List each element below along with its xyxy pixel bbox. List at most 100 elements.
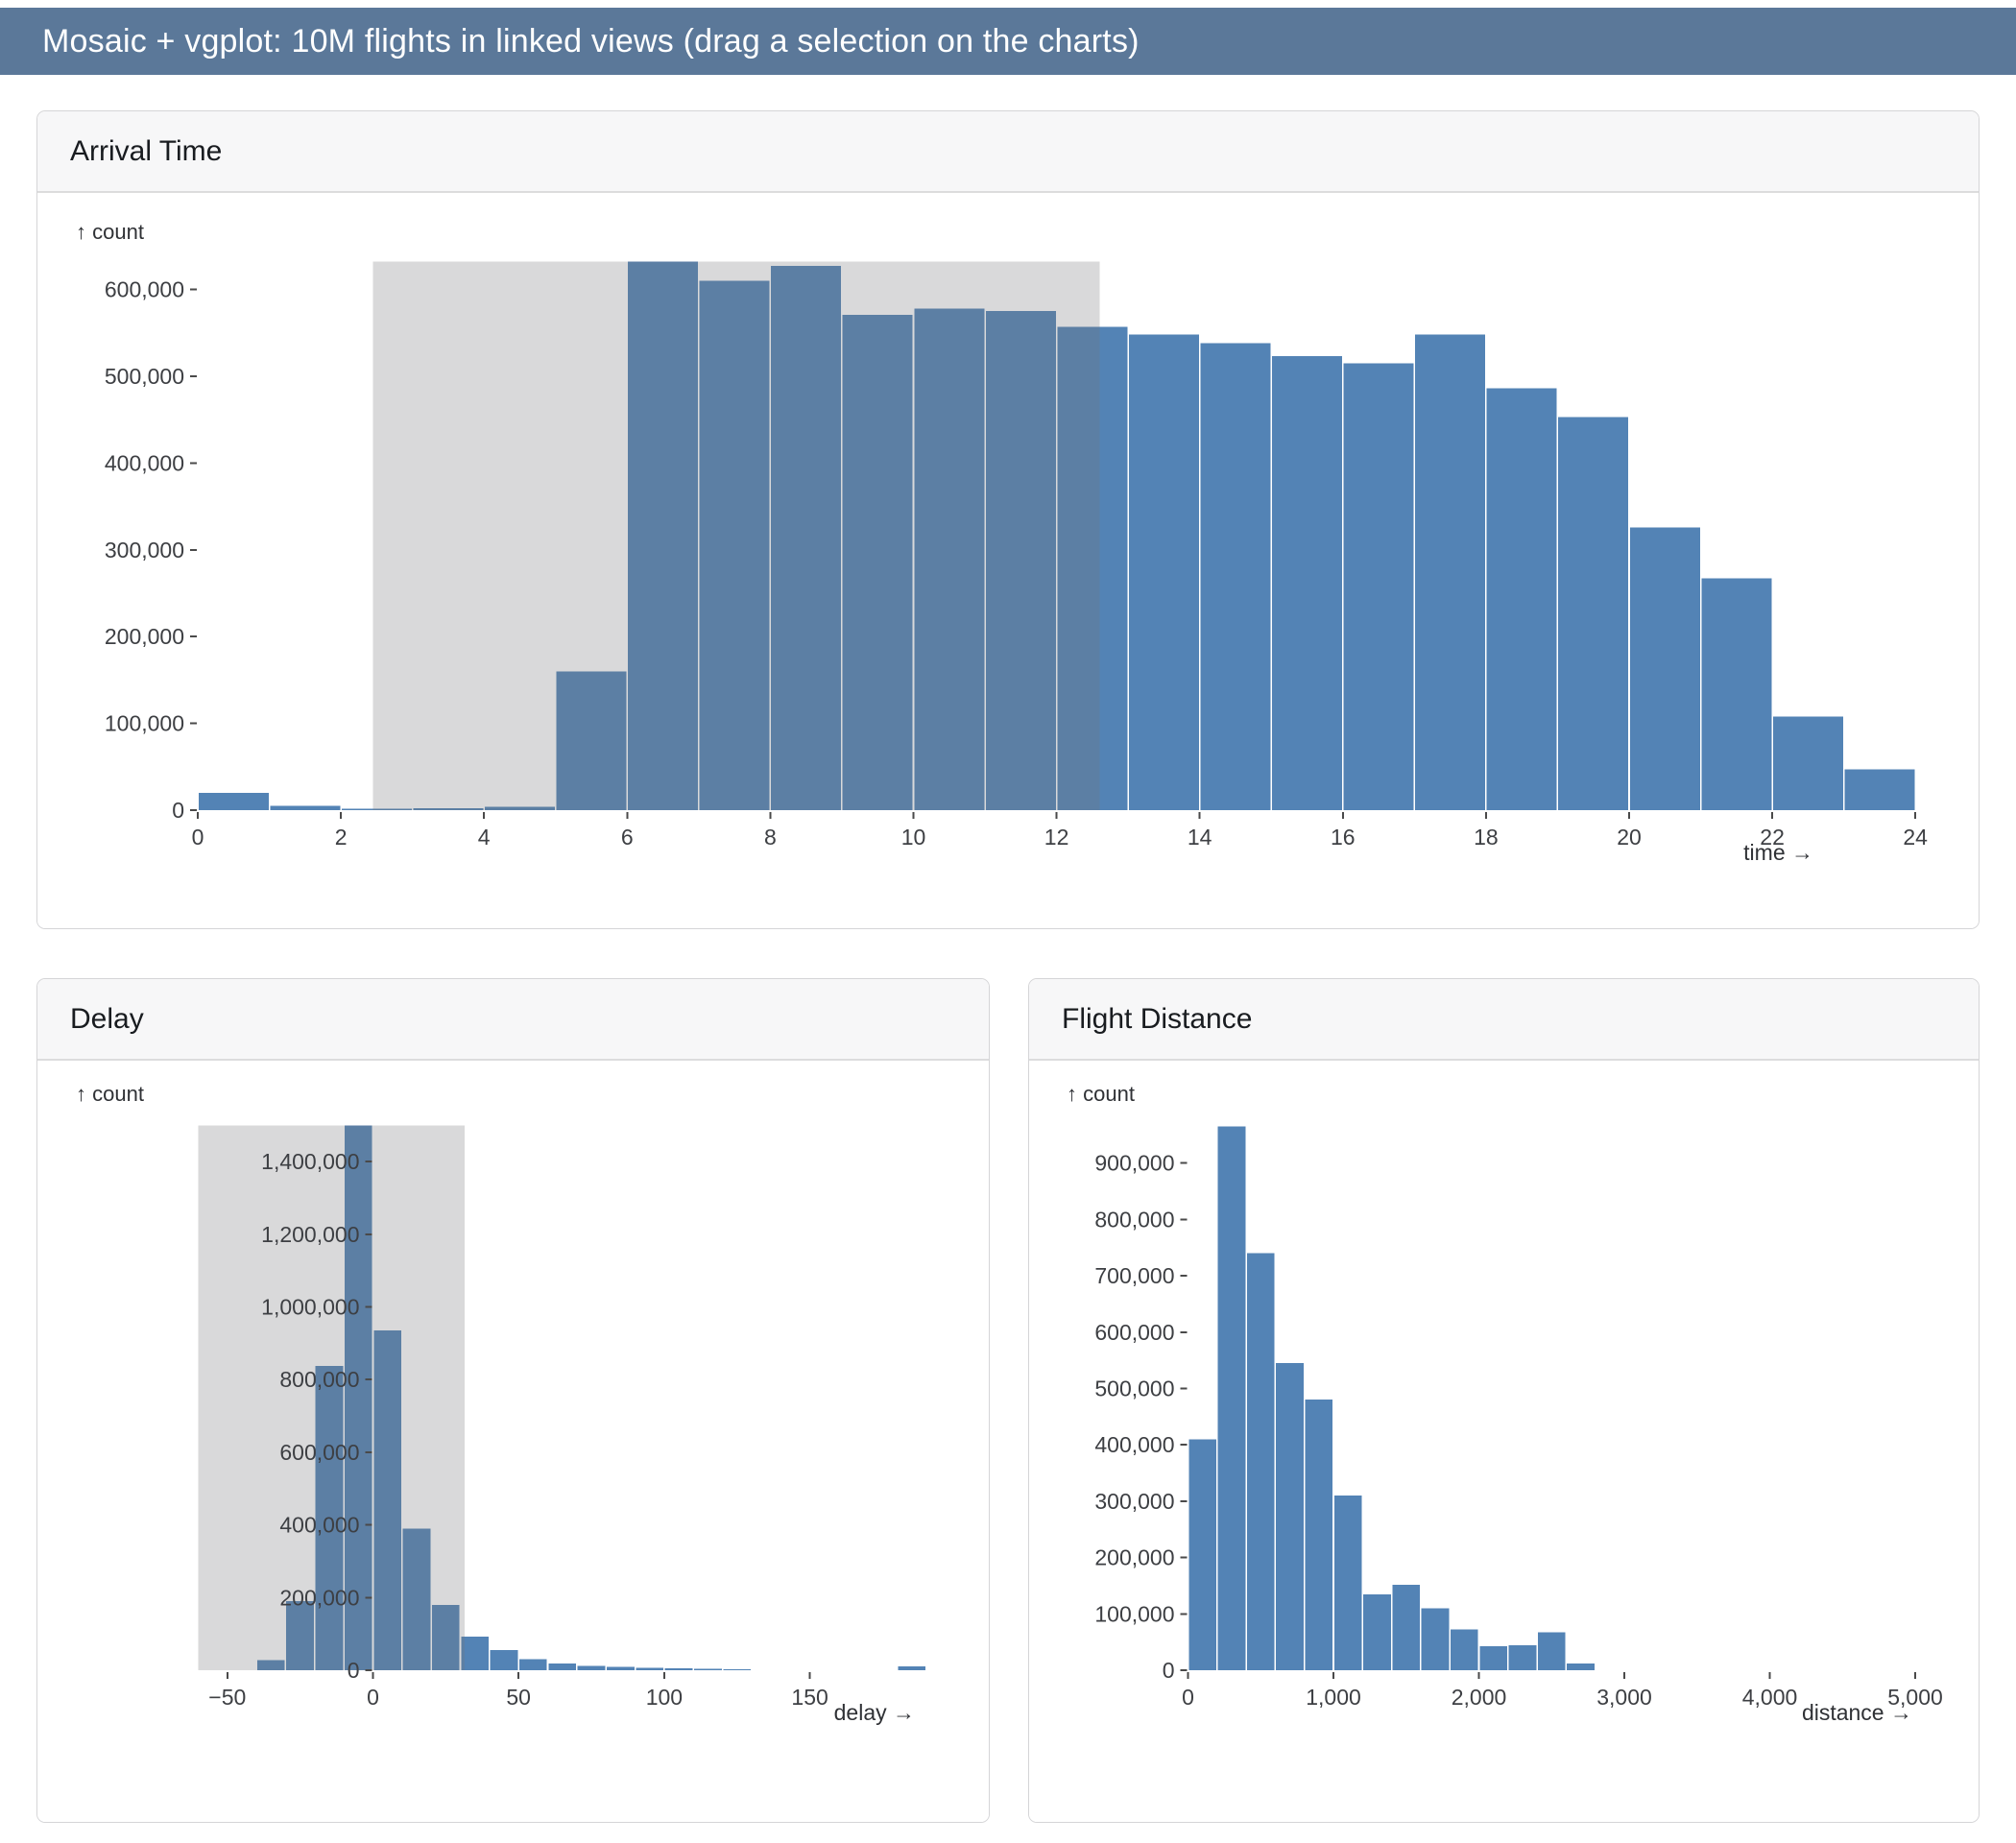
y-tick-label: 200,000: [1094, 1545, 1174, 1570]
histogram-bar: [628, 261, 698, 810]
histogram-bar: [1450, 1629, 1478, 1670]
x-tick-label: 14: [1188, 825, 1212, 850]
histogram-bar: [607, 1666, 635, 1670]
y-tick-label: 400,000: [105, 450, 184, 475]
y-tick-label: 700,000: [1094, 1263, 1174, 1288]
bottom-row: Delay 0 200,000 400,000 600,000 800,000 1,000…: [36, 978, 1980, 1823]
histogram-bar: [1567, 1663, 1595, 1670]
x-tick-label: 16: [1331, 825, 1356, 850]
y-tick-label: 1,200,000: [261, 1222, 359, 1247]
x-tick-label: 20: [1617, 825, 1642, 850]
y-tick-label: 0: [1163, 1658, 1175, 1683]
delay-panel-body: 0 200,000 400,000 600,000 800,000 1,000,000 1,…: [37, 1061, 989, 1822]
histogram-bar: [484, 806, 555, 810]
histogram-bar: [985, 311, 1056, 810]
y-tick-label: 800,000: [279, 1367, 359, 1392]
histogram-bar: [1415, 334, 1486, 810]
histogram-bar: [1276, 1363, 1304, 1670]
histogram-bar: [1508, 1645, 1537, 1670]
y-tick-label: 600,000: [1094, 1320, 1174, 1345]
histogram-bar: [1200, 343, 1271, 810]
card-title-flight-distance: Flight Distance: [1062, 1002, 1253, 1035]
y-tick-label: 500,000: [1094, 1376, 1174, 1401]
bars: [256, 1125, 926, 1671]
histogram-bar: [256, 1660, 285, 1670]
flight-distance-panel-header: Flight Distance: [1029, 979, 1979, 1061]
brush-selection[interactable]: [372, 261, 1100, 810]
histogram-bar: [1128, 334, 1199, 810]
x-tick-label: 0: [1182, 1685, 1194, 1710]
histogram-bar: [1479, 1645, 1508, 1670]
histogram-bar: [694, 1668, 722, 1670]
arrival-time-panel-header: Arrival Time: [37, 111, 1979, 193]
delay-panel: Delay 0 200,000 400,000 600,000 800,000 1,000…: [36, 978, 990, 1823]
histogram-bar: [548, 1663, 577, 1670]
histogram-bar: [1057, 326, 1128, 810]
histogram-bar: [1629, 527, 1700, 810]
histogram-bar: [490, 1650, 518, 1670]
arrival-time-chart[interactable]: 0 100,000 200,000 300,000 400,000 500,000 600,…: [37, 193, 1976, 928]
histogram-bar: [636, 1667, 664, 1670]
card-title-arrival-time: Arrival Time: [70, 134, 223, 167]
y-axis: 0 200,000 400,000 600,000 800,000 1,000,000 1,…: [76, 1082, 372, 1683]
x-tick-label: −50: [208, 1685, 246, 1710]
delay-panel-header: Delay: [37, 979, 989, 1061]
y-tick-label: 400,000: [279, 1513, 359, 1538]
x-axis-label: delay →: [834, 1700, 915, 1725]
bars: [1188, 1126, 1595, 1670]
histogram-bar: [1392, 1584, 1421, 1670]
y-tick-label: 600,000: [105, 277, 184, 302]
x-tick-label: 18: [1474, 825, 1499, 850]
histogram-bar: [431, 1604, 460, 1670]
app-title: Mosaic + vgplot: 10M flights in linked v…: [42, 22, 1140, 60]
x-tick-label: 100: [646, 1685, 683, 1710]
flight-distance-panel-body: 0 100,000 200,000 300,000 400,000 500,000 600,…: [1029, 1061, 1979, 1822]
y-tick-label: 1,400,000: [261, 1149, 359, 1174]
histogram-bar: [1246, 1253, 1275, 1670]
histogram-bar: [898, 1666, 926, 1670]
histogram-bar: [914, 308, 985, 810]
y-tick-label: 400,000: [1094, 1432, 1174, 1457]
arrival-time-panel: Arrival Time 0 100,000 200,000 300,000 400,0…: [36, 110, 1980, 929]
y-tick-label: 900,000: [1094, 1151, 1174, 1176]
histogram-bar: [1486, 388, 1557, 810]
histogram-bar: [1333, 1496, 1362, 1670]
x-tick-label: 6: [621, 825, 634, 850]
histogram-bar: [1537, 1632, 1566, 1670]
x-tick-label: 1,000: [1306, 1685, 1361, 1710]
x-tick-label: 0: [367, 1685, 379, 1710]
arrival-time-panel-body: 0 100,000 200,000 300,000 400,000 500,000 600,…: [37, 193, 1979, 928]
x-axis-label: time →: [1743, 840, 1813, 865]
flight-distance-panel: Flight Distance 0 100,000 200,000 300,000 40…: [1028, 978, 1980, 1823]
x-axis-label: distance →: [1802, 1700, 1912, 1725]
flight-distance-chart[interactable]: 0 100,000 200,000 300,000 400,000 500,000 600,…: [1029, 1061, 1978, 1822]
x-tick-label: 3,000: [1596, 1685, 1652, 1710]
histogram-bar: [286, 1601, 314, 1670]
y-tick-label: 600,000: [279, 1440, 359, 1465]
histogram-bar: [1305, 1400, 1333, 1670]
y-tick-label: 800,000: [1094, 1207, 1174, 1232]
histogram-bar: [1558, 417, 1629, 810]
x-tick-label: 2: [335, 825, 348, 850]
y-tick-label: 500,000: [105, 364, 184, 389]
histogram-bar: [577, 1665, 606, 1670]
histogram-bar: [270, 805, 341, 810]
delay-chart[interactable]: 0 200,000 400,000 600,000 800,000 1,000,000 1,…: [37, 1061, 988, 1822]
histogram-bar: [842, 314, 913, 810]
y-tick-label: 200,000: [105, 624, 184, 649]
brush-selection[interactable]: [198, 1125, 466, 1671]
histogram-bar: [341, 808, 412, 810]
y-axis-label: ↑ count: [1067, 1082, 1135, 1106]
y-tick-label: 300,000: [105, 538, 184, 562]
bars: [198, 261, 1915, 811]
histogram-bar: [344, 1125, 372, 1671]
x-tick-label: 12: [1044, 825, 1069, 850]
histogram-bar: [518, 1659, 547, 1670]
x-tick-label: 24: [1903, 825, 1928, 850]
y-axis: 0 100,000 200,000 300,000 400,000 500,000 600,…: [1067, 1082, 1188, 1683]
histogram-bar: [771, 266, 842, 810]
dashboard: Arrival Time 0 100,000 200,000 300,000 400,0…: [0, 110, 2016, 1823]
